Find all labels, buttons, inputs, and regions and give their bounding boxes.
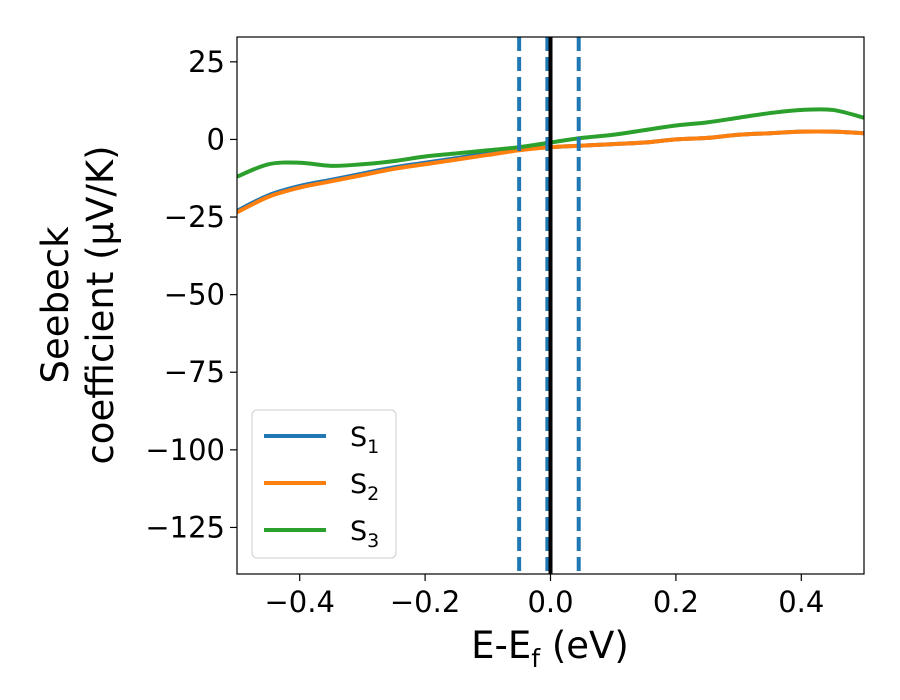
legend-label-s2: S2 bbox=[350, 469, 379, 505]
x-tick-label: 0.2 bbox=[653, 585, 699, 619]
x-axis-ticks: −0.4 −0.2 0.0 0.2 0.4 bbox=[264, 574, 824, 619]
legend-label-s1: S1 bbox=[350, 422, 379, 458]
y-tick-label: −25 bbox=[164, 200, 225, 234]
x-tick-label: −0.2 bbox=[390, 585, 460, 619]
x-tick-label: 0.4 bbox=[778, 585, 824, 619]
y-tick-label: −50 bbox=[164, 278, 225, 312]
y-tick-label: 0 bbox=[207, 122, 225, 156]
x-axis-title-sub: f bbox=[531, 644, 541, 673]
y-tick-label: −100 bbox=[145, 433, 225, 467]
vertical-lines bbox=[517, 37, 581, 574]
legend-label-s3: S3 bbox=[350, 516, 379, 552]
x-tick-label: 0.0 bbox=[527, 585, 573, 619]
x-tick-label: −0.4 bbox=[264, 585, 334, 619]
x-axis-title: E-Ef (eV) bbox=[471, 624, 629, 673]
legend: S1 S2 S3 bbox=[251, 409, 397, 559]
y-tick-label: −125 bbox=[145, 510, 225, 544]
y-axis-title: Seebeck coefficient (μV/K) bbox=[34, 145, 122, 464]
y-axis-title-line2: coefficient (μV/K) bbox=[79, 145, 122, 464]
y-tick-label: −75 bbox=[164, 355, 225, 389]
x-axis-title-main: E-E bbox=[471, 624, 531, 667]
x-axis-title-unit: (eV) bbox=[540, 624, 629, 667]
y-axis-title-line1: Seebeck bbox=[34, 226, 77, 384]
y-tick-label: 25 bbox=[188, 45, 225, 79]
y-axis-ticks: 25 0 −25 −50 −75 −100 −125 bbox=[145, 45, 237, 544]
